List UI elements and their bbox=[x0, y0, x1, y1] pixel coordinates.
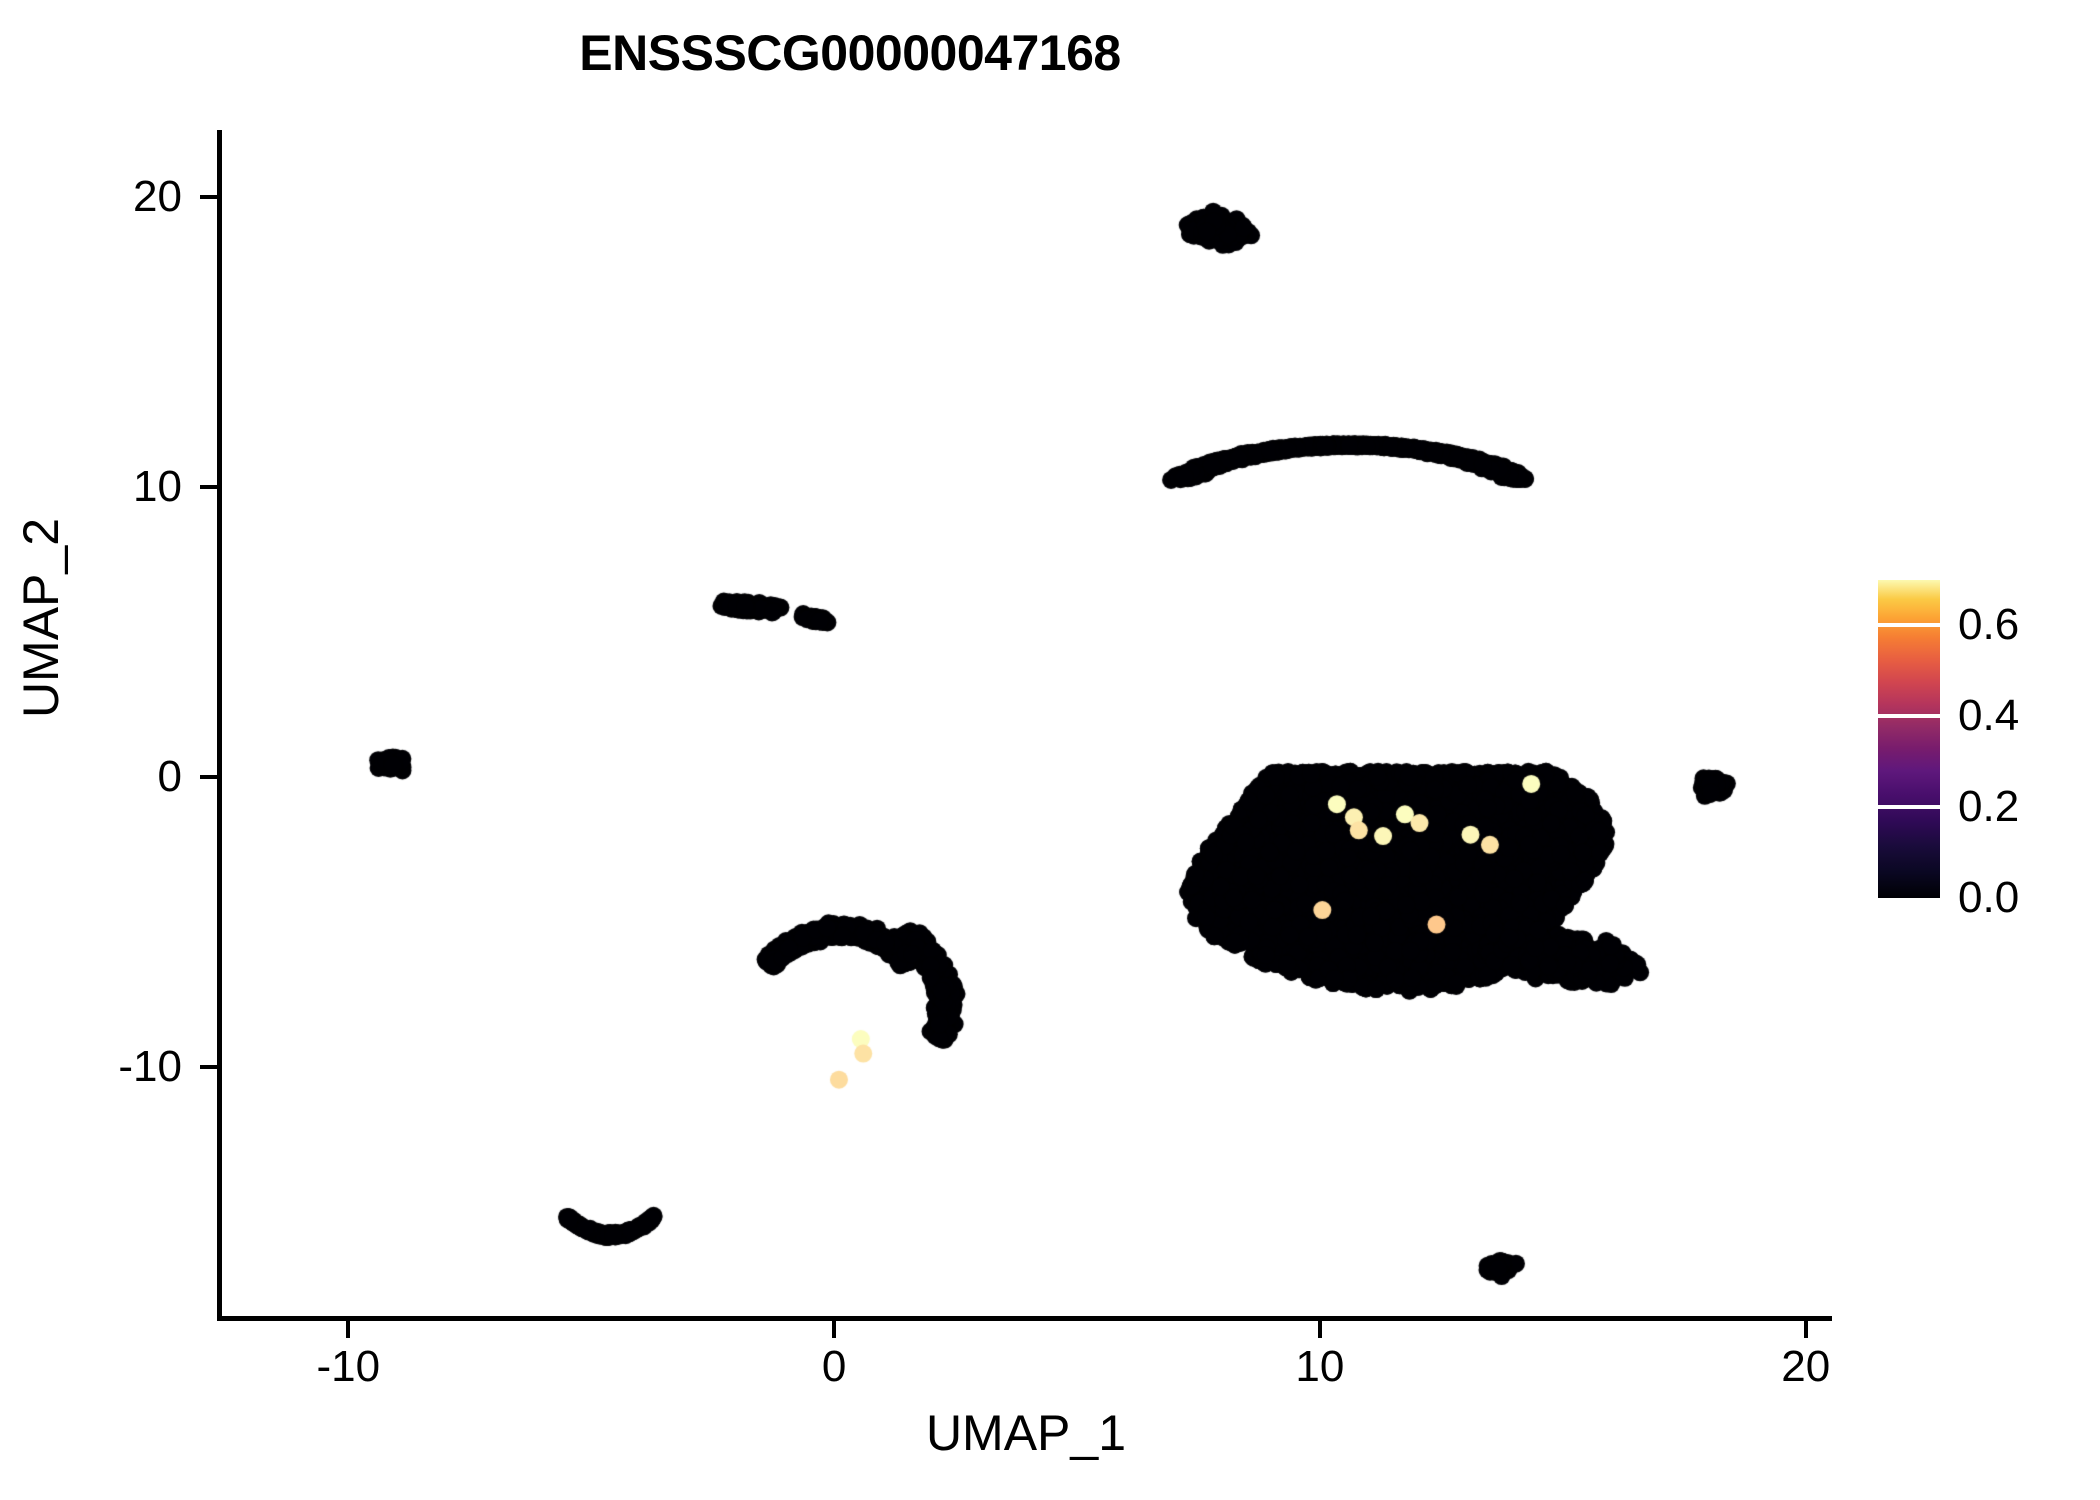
page-title: ENSSSCG00000047168 bbox=[579, 25, 1121, 81]
colorbar-tick-mark bbox=[1878, 714, 1940, 719]
y-tick-mark bbox=[200, 194, 217, 199]
colorbar-gradient bbox=[1878, 580, 1940, 898]
x-tick-label: 10 bbox=[1295, 1342, 1345, 1391]
x-tick-mark bbox=[832, 1321, 837, 1338]
y-tick-label: 10 bbox=[133, 461, 182, 511]
y-tick-label: 0 bbox=[157, 751, 182, 801]
x-axis-title: UMAP_1 bbox=[925, 1405, 1127, 1461]
y-tick-label: 20 bbox=[133, 171, 182, 221]
x-tick-label: 0 bbox=[821, 1342, 847, 1391]
plot-panel bbox=[222, 130, 1830, 1316]
scatter-plot-canvas bbox=[222, 130, 1830, 1316]
colorbar-tick-label: 0.4 bbox=[1958, 691, 2020, 741]
x-tick-mark bbox=[346, 1321, 351, 1338]
colorbar-tick-mark bbox=[1878, 805, 1940, 810]
y-tick-label: -10 bbox=[118, 1041, 182, 1091]
y-tick-mark bbox=[200, 1064, 217, 1069]
x-tick-mark bbox=[1317, 1321, 1322, 1338]
colorbar-tick-label: 0.2 bbox=[1958, 782, 2020, 832]
y-tick-mark bbox=[200, 484, 217, 489]
x-tick-mark bbox=[1803, 1321, 1808, 1338]
x-tick-label: -10 bbox=[316, 1342, 381, 1391]
x-tick-label: 20 bbox=[1781, 1342, 1831, 1391]
colorbar-tick-label: 0.0 bbox=[1958, 873, 2020, 922]
y-axis-line bbox=[217, 130, 222, 1321]
colorbar-tick-mark bbox=[1878, 623, 1940, 628]
y-tick-mark bbox=[200, 774, 217, 779]
colorbar-legend: 0.6 0.4 0.2 0.0 bbox=[1878, 580, 2019, 920]
y-axis-title: UMAP_2 bbox=[13, 517, 69, 719]
x-axis-line bbox=[222, 1316, 1832, 1321]
colorbar-tick-label: 0.6 bbox=[1958, 600, 2020, 650]
